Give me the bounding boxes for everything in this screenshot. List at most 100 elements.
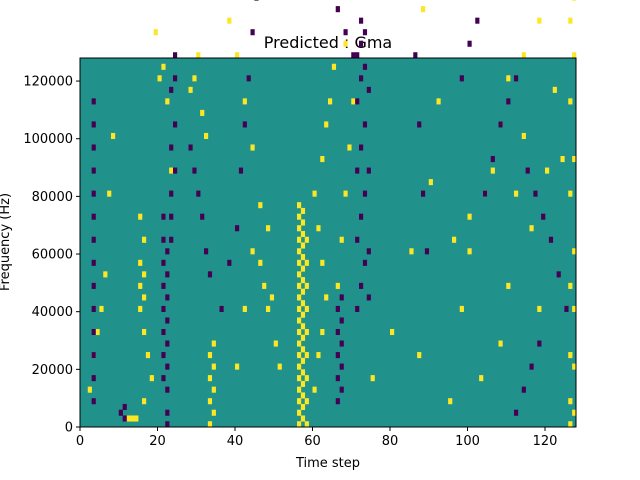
heatmap-cell-high	[138, 259, 143, 266]
heatmap-cell-low	[366, 294, 371, 301]
heatmap-cell-high	[297, 328, 302, 336]
heatmap-cell-high	[316, 352, 321, 359]
heatmap-cell-high	[134, 415, 139, 422]
heatmap-cell-low	[490, 156, 495, 163]
heatmap-cell-high	[266, 225, 271, 232]
heatmap-cell-high	[300, 219, 306, 226]
heatmap-cell-high	[192, 75, 197, 82]
heatmap-cell-high	[297, 421, 302, 428]
heatmap-cell-low	[91, 375, 96, 382]
heatmap-cell-low	[421, 190, 426, 197]
heatmap-cell-low	[161, 305, 166, 312]
heatmap-cell-high	[514, 190, 519, 197]
y-axis: 0 20000 40000 60000 80000 100000 120000	[23, 75, 80, 436]
heatmap-cell-low	[366, 86, 371, 93]
heatmap-cell-high	[552, 86, 557, 93]
heatmap-cell-high	[300, 357, 306, 364]
heatmap-cell-high	[95, 328, 100, 336]
heatmap-cell-low	[161, 236, 166, 243]
heatmap-cell-high	[545, 167, 550, 174]
heatmap-cell-low	[459, 75, 464, 82]
heatmap-cell-high	[304, 328, 309, 336]
heatmap-cell-high	[297, 259, 302, 266]
heatmap-cell-low	[335, 6, 340, 13]
heatmap-cell-low	[362, 29, 368, 36]
heatmap-cell-high	[537, 305, 542, 312]
heatmap-cells	[87, 0, 577, 428]
heatmap-cell-high	[87, 386, 92, 393]
heatmap-cell-low	[169, 86, 174, 93]
x-tick-label: 80	[382, 434, 399, 449]
heatmap-cell-high	[297, 409, 302, 416]
heatmap-cell-high	[572, 248, 577, 255]
heatmap-cell-high	[250, 248, 255, 255]
heatmap-cell-high	[304, 305, 309, 312]
heatmap-cell-high	[300, 230, 306, 238]
heatmap-cell-low	[537, 340, 542, 347]
heatmap-cell-high	[297, 363, 302, 370]
heatmap-cell-high	[568, 98, 573, 105]
heatmap-cell-high	[169, 167, 174, 174]
heatmap-cell-low	[188, 144, 193, 151]
heatmap-cell-high	[211, 409, 216, 416]
heatmap-cell-low	[339, 317, 344, 324]
heatmap-cell-low	[413, 52, 418, 59]
heatmap-cell-high	[304, 236, 309, 243]
heatmap-cell-low	[161, 259, 166, 266]
heatmap-cell-high	[196, 52, 201, 59]
y-tick-label: 60000	[32, 248, 73, 263]
heatmap-cell-high	[277, 363, 282, 370]
x-tick-label: 60	[304, 434, 321, 449]
heatmap-cell-low	[467, 40, 472, 47]
heatmap-cell-low	[254, 0, 259, 1]
heatmap-cell-high	[262, 282, 267, 289]
heatmap-cell-low	[339, 363, 344, 370]
heatmap-cell-high	[312, 386, 317, 393]
heatmap-cell-low	[165, 409, 170, 416]
heatmap-cell-high	[266, 305, 271, 312]
heatmap-cell-high	[126, 415, 131, 422]
heatmap-cell-high	[300, 323, 306, 330]
heatmap-cell-high	[211, 386, 216, 393]
heatmap-cell-low	[359, 40, 364, 47]
heatmap-cell-low	[173, 121, 178, 128]
heatmap-cell-high	[421, 6, 426, 13]
heatmap-cell-high	[297, 236, 302, 243]
heatmap-cell-high	[300, 288, 306, 295]
heatmap-cell-low	[514, 409, 519, 416]
heatmap-cell-high	[300, 334, 306, 341]
heatmap-cell-low	[235, 225, 240, 232]
heatmap-cell-low	[169, 144, 174, 151]
heatmap-cell-high	[142, 328, 147, 336]
heatmap-cell-high	[467, 248, 472, 255]
heatmap-cell-low	[521, 386, 526, 393]
heatmap-cell-low	[165, 340, 170, 347]
heatmap-cell-high	[479, 375, 484, 382]
heatmap-cell-high	[273, 340, 278, 347]
heatmap-cell-high	[142, 271, 147, 278]
heatmap-cell-high	[316, 225, 321, 232]
heatmap-cell-low	[362, 190, 368, 197]
heatmap-cell-high	[300, 265, 306, 272]
heatmap-cell-low	[91, 352, 96, 359]
heatmap-cell-high	[572, 0, 577, 1]
heatmap-cell-high	[157, 75, 162, 82]
heatmap-cell-low	[165, 248, 170, 255]
heatmap-cell-high	[331, 63, 337, 70]
heatmap-cell-low	[161, 352, 166, 359]
heatmap-cell-low	[335, 352, 340, 359]
heatmap-cell-low	[351, 52, 356, 59]
heatmap-cell-low	[169, 190, 174, 197]
heatmap-cell-high	[142, 294, 147, 301]
x-tick-label: 120	[533, 434, 558, 449]
heatmap-cell-high	[269, 294, 275, 301]
heatmap-cell-high	[297, 213, 302, 220]
heatmap-cell-low	[366, 167, 371, 174]
heatmap-cell-high	[227, 17, 232, 24]
heatmap-cell-high	[521, 52, 526, 59]
heatmap-cell-low	[339, 294, 344, 301]
heatmap-cell-high	[304, 375, 309, 382]
heatmap-cell-low	[355, 167, 360, 174]
heatmap-cell-high	[138, 213, 143, 220]
heatmap-cell-high	[103, 271, 108, 278]
